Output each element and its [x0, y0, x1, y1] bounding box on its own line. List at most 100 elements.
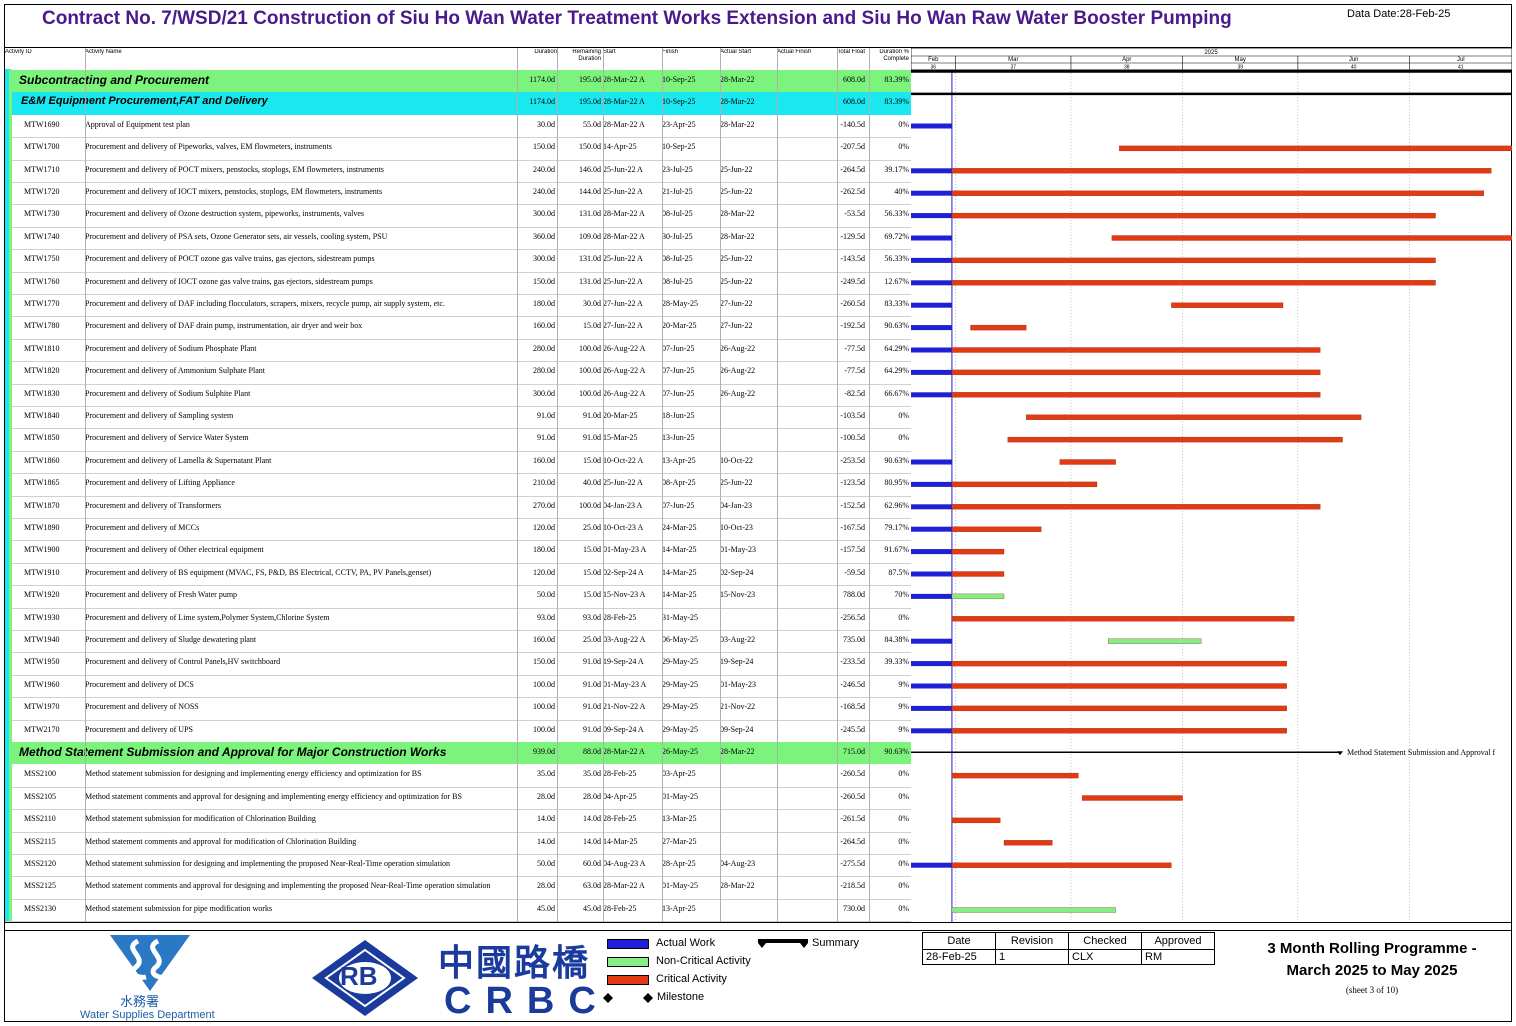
table-row[interactable]: MTW1940 Procurement and delivery of Sludg…	[5, 630, 911, 654]
timescale-month: Feb	[928, 57, 939, 63]
group-row[interactable]: E&M Equipment Procurement,FAT and Delive…	[5, 92, 911, 115]
table-row[interactable]: MTW1690 Approval of Equipment test plan 30…	[5, 115, 911, 139]
table-row[interactable]: MSS2105 Method statement comments and app…	[5, 787, 911, 811]
cell-pct: 83.39%	[884, 75, 909, 84]
cell-name: Procurement and delivery of POCT mixers,…	[85, 164, 384, 174]
cell-tf: -103.5d	[840, 411, 865, 420]
table-row[interactable]: MSS2115 Method statement comments and app…	[5, 832, 911, 855]
legend-actual-label: Actual Work	[656, 937, 716, 949]
approval-approved-header: Approved	[1141, 932, 1215, 950]
table-row[interactable]: MSS2130 Method statement submission for p…	[5, 899, 911, 923]
cell-finish: 01-May-25	[662, 881, 698, 891]
table-row[interactable]: MTW1870 Procurement and delivery of Trans…	[5, 496, 911, 519]
table-row[interactable]: MTW1830 Procurement and delivery of Sodiu…	[5, 384, 911, 407]
cell-as: 19-Sep-24	[720, 657, 754, 667]
table-row[interactable]: MTW1960 Procurement and delivery of DCS 10…	[5, 675, 911, 699]
table-row[interactable]: MTW1920 Procurement and delivery of Fresh…	[5, 585, 911, 609]
table-row[interactable]: MTW1890 Procurement and delivery of MCCs 1…	[5, 518, 911, 542]
table-row[interactable]: MTW1740 Procurement and delivery of PSA s…	[5, 227, 911, 251]
col-finish[interactable]: Finish	[662, 49, 679, 55]
group-row[interactable]: Subcontracting and Procurement 1174.0d 195…	[5, 70, 911, 93]
table-row[interactable]: MTW1900 Procurement and delivery of Other…	[5, 540, 911, 564]
cell-tf: -167.5d	[840, 523, 865, 532]
col-actual-start[interactable]: Actual Start	[720, 49, 752, 55]
cell-dur: 35.0d	[537, 769, 555, 779]
table-row[interactable]: MTW1930 Procurement and delivery of Lime …	[5, 608, 911, 631]
table-row[interactable]: MTW1720 Procurement and delivery of IOCT …	[5, 182, 911, 206]
cell-as: 25-Jun-22	[720, 478, 753, 488]
col-remaining[interactable]: Remaining Duration	[572, 49, 601, 62]
table-row[interactable]: MTW1950 Procurement and delivery of Contr…	[5, 652, 911, 676]
table-row[interactable]: MTW1860 Procurement and delivery of Lamel…	[5, 451, 911, 475]
cell-pct: 0%	[898, 881, 909, 891]
col-duration[interactable]: Duration	[534, 49, 557, 55]
table-row[interactable]: MTW1810 Procurement and delivery of Sodiu…	[5, 339, 911, 363]
col-activity-id[interactable]: Activity ID	[5, 49, 32, 55]
cell-name: E&M Equipment Procurement,FAT and Delive…	[21, 95, 268, 108]
col-pct[interactable]: Duration % Complete	[879, 49, 909, 62]
table-row[interactable]: MTW1820 Procurement and delivery of Ammon…	[5, 361, 911, 385]
table-row[interactable]: MTW1780 Procurement and delivery of DAF d…	[5, 316, 911, 340]
timescale-week: 41	[1458, 65, 1464, 71]
table-row[interactable]: MTW1700 Procurement and delivery of Pipew…	[5, 137, 911, 161]
col-total-float[interactable]: Total Float	[837, 49, 865, 55]
table-row[interactable]: MTW1710 Procurement and delivery of POCT …	[5, 160, 911, 183]
cell-rem: 91.0d	[583, 724, 601, 734]
cell-as: 15-Nov-23	[720, 590, 756, 600]
cell-start: 28-Feb-25	[603, 814, 637, 824]
cell-as: 26-Aug-22	[720, 388, 756, 398]
table-row[interactable]: MTW1760 Procurement and delivery of IOCT …	[5, 272, 911, 295]
cell-name: Procurement and delivery of Transformers	[85, 500, 221, 510]
cell-pct: 0%	[898, 791, 909, 801]
table-row[interactable]: MSS2110 Method statement submission for m…	[5, 809, 911, 833]
cell-id: MSS2105	[24, 791, 57, 801]
cell-name: Procurement and delivery of Control Pane…	[85, 657, 281, 667]
table-row[interactable]: MSS2125 Method statement comments and app…	[5, 876, 911, 900]
cell-pct: 0%	[898, 769, 909, 779]
actual-work-bar	[911, 190, 952, 196]
cell-name: Method statement submission for pipe mod…	[85, 903, 273, 913]
table-row[interactable]: MSS2120 Method statement submission for d…	[5, 854, 911, 878]
table-row[interactable]: MSS2100 Method statement submission for d…	[5, 764, 911, 788]
table-row[interactable]: MTW1865 Procurement and delivery of Lifti…	[5, 473, 911, 497]
cell-rem: 91.0d	[583, 411, 601, 420]
cell-as: 04-Jan-23	[720, 500, 752, 510]
col-start[interactable]: Start	[603, 49, 616, 55]
table-row[interactable]: MTW1970 Procurement and delivery of NOSS 1…	[5, 697, 911, 721]
cell-pct: 90.63%	[884, 455, 909, 465]
cell-as: 28-Mar-22	[720, 231, 755, 241]
table-row[interactable]: MTW1850 Procurement and delivery of Servi…	[5, 428, 911, 452]
cell-tf: -262.5d	[840, 187, 865, 196]
col-activity-name[interactable]: Activity Name	[85, 49, 122, 55]
cell-name: Procurement and delivery of NOSS	[85, 702, 199, 712]
table-row[interactable]: MTW1750 Procurement and delivery of POCT …	[5, 249, 911, 273]
cell-rem: 131.0d	[579, 209, 601, 219]
critical-activity-bar	[1026, 414, 1362, 420]
cell-finish: 10-Sep-25	[662, 97, 696, 107]
table-row[interactable]: MTW1910 Procurement and delivery of BS eq…	[5, 563, 911, 587]
group-row[interactable]: Method Statement Submission and Approval…	[5, 742, 911, 765]
cell-pct: 0%	[898, 612, 909, 622]
cell-tf: -253.5d	[840, 455, 865, 465]
cell-name: Procurement and delivery of DAF includin…	[85, 299, 445, 308]
cell-finish: 31-May-25	[662, 612, 698, 622]
table-row[interactable]: MTW1840 Procurement and delivery of Sampl…	[5, 406, 911, 430]
col-actual-finish[interactable]: Actual Finish	[777, 49, 812, 55]
cell-as: 25-Jun-22	[720, 276, 753, 286]
cell-pct: 80.95%	[884, 478, 909, 488]
cell-rem: 15.0d	[583, 590, 601, 600]
cell-finish: 29-May-25	[662, 679, 698, 689]
programme-title: 3 Month Rolling Programme - March 2025 t…	[1240, 938, 1504, 982]
cell-name: Procurement and delivery of Sodium Sulph…	[85, 388, 251, 398]
table-row[interactable]: MTW1770 Procurement and delivery of DAF i…	[5, 294, 911, 318]
table-row[interactable]: MTW2170 Procurement and delivery of UPS 10…	[5, 720, 911, 743]
table-row[interactable]: MTW1730 Procurement and delivery of Ozone…	[5, 204, 911, 228]
cell-finish: 14-Mar-25	[662, 590, 697, 600]
critical-activity-bar	[951, 616, 1295, 622]
cell-pct: 64.29%	[884, 366, 909, 376]
critical-activity-bar	[951, 772, 1079, 779]
actual-work-bar	[911, 392, 952, 398]
cell-dur: 160.0d	[533, 321, 555, 331]
group-indent-bar-2	[9, 69, 12, 921]
cell-rem: 88.0d	[583, 747, 601, 756]
